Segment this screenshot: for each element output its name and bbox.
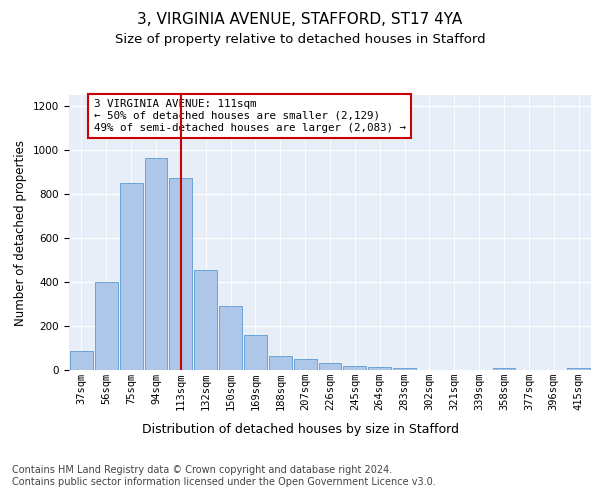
Bar (294, 360, 317, 370)
Bar (70, 352, 93, 370)
Bar (194, 270, 217, 370)
Bar (219, 306, 242, 370)
Bar (269, 356, 292, 370)
Bar (567, 368, 590, 370)
Bar (319, 364, 341, 370)
Bar (343, 366, 366, 370)
Bar (393, 368, 416, 370)
Bar (120, 183, 143, 370)
Text: 3, VIRGINIA AVENUE, STAFFORD, ST17 4YA: 3, VIRGINIA AVENUE, STAFFORD, ST17 4YA (137, 12, 463, 28)
Bar (145, 158, 167, 370)
Bar (368, 366, 391, 370)
Text: Distribution of detached houses by size in Stafford: Distribution of detached houses by size … (142, 422, 458, 436)
Bar (244, 335, 267, 370)
Bar (95, 282, 118, 370)
Bar (169, 178, 192, 370)
Text: 3 VIRGINIA AVENUE: 111sqm
← 50% of detached houses are smaller (2,129)
49% of se: 3 VIRGINIA AVENUE: 111sqm ← 50% of detac… (94, 100, 406, 132)
Text: Contains HM Land Registry data © Crown copyright and database right 2024.
Contai: Contains HM Land Registry data © Crown c… (12, 465, 436, 486)
Y-axis label: Number of detached properties: Number of detached properties (14, 140, 28, 326)
Bar (493, 368, 515, 370)
Text: Size of property relative to detached houses in Stafford: Size of property relative to detached ho… (115, 32, 485, 46)
